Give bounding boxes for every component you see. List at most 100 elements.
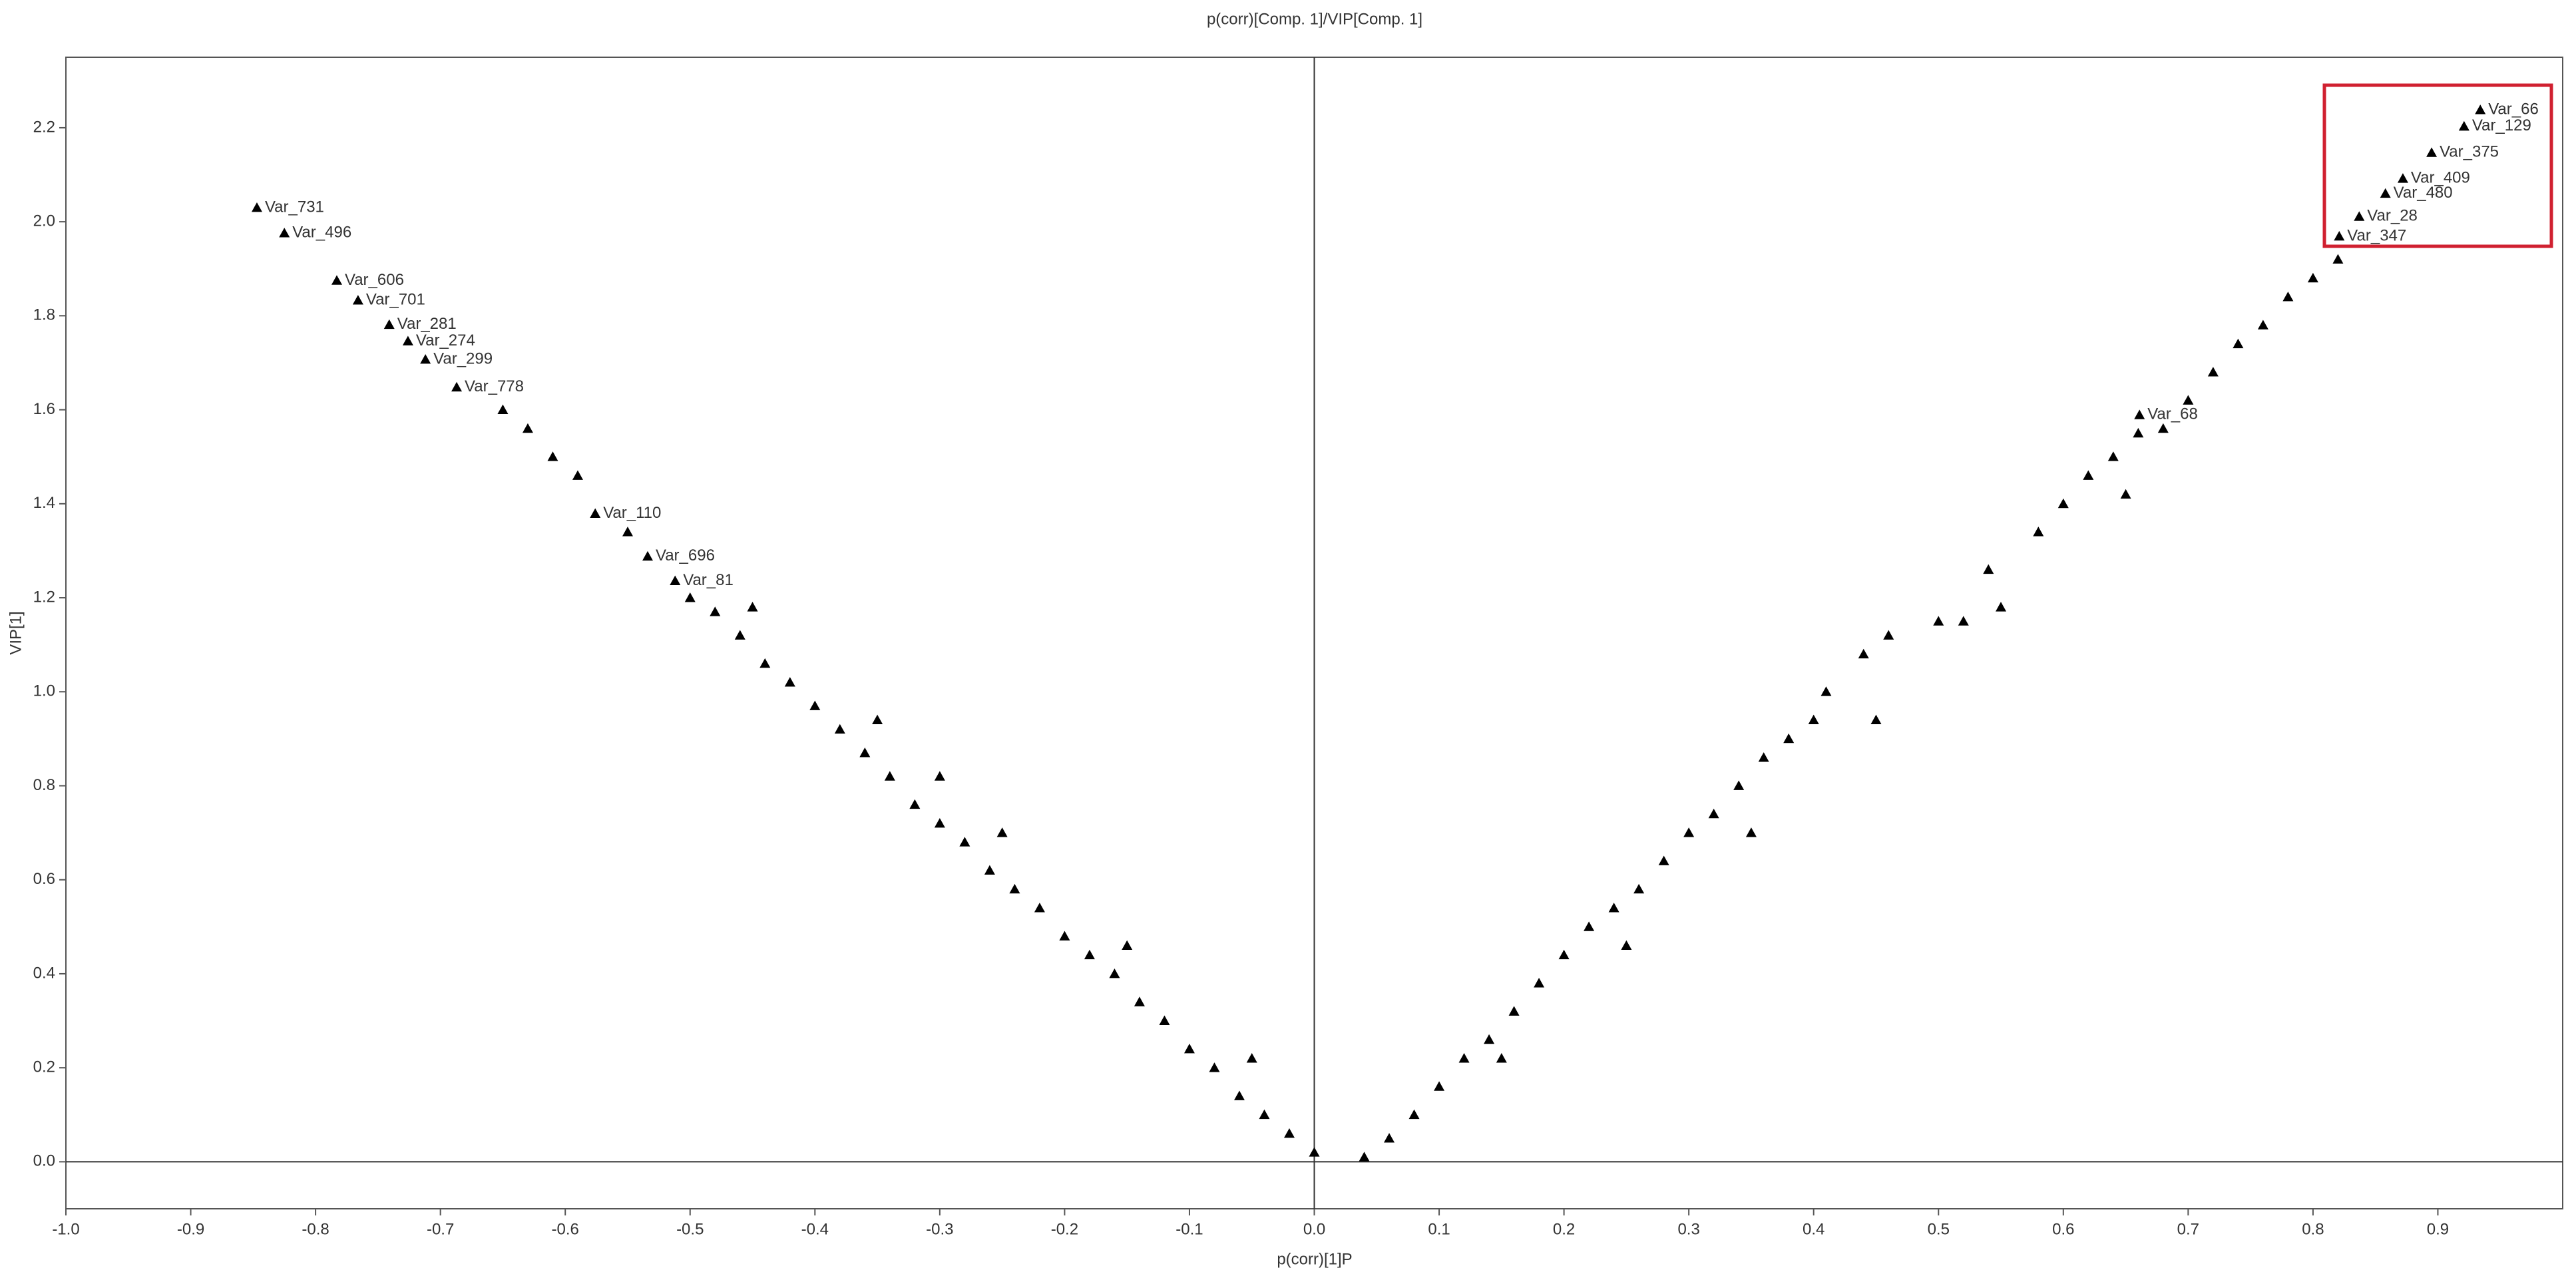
point	[1733, 780, 1745, 790]
point	[2033, 527, 2044, 536]
y-tick-label: 0.4	[33, 964, 55, 982]
point	[859, 747, 871, 757]
point	[809, 700, 821, 710]
x-tick-label: 0.0	[1303, 1220, 1325, 1238]
point	[1209, 1062, 1220, 1072]
point	[734, 630, 746, 640]
point	[572, 470, 583, 480]
point	[834, 724, 845, 734]
point	[622, 527, 633, 536]
point	[1621, 940, 1632, 950]
point-label: Var_375	[2440, 143, 2499, 161]
point-label: Var_81	[683, 571, 734, 589]
point	[2397, 173, 2408, 183]
x-tick-label: -0.2	[1051, 1220, 1078, 1238]
point-label: Var_28	[2367, 207, 2418, 225]
point-label: Var_606	[345, 271, 404, 289]
point	[2083, 470, 2094, 480]
point	[1384, 1133, 1395, 1143]
x-tick-label: -0.7	[427, 1220, 454, 1238]
point-label: Var_347	[2347, 226, 2406, 244]
point	[2458, 120, 2469, 131]
point	[1484, 1034, 1495, 1044]
y-tick-label: 0.8	[33, 776, 55, 794]
point	[710, 606, 721, 616]
point	[784, 677, 795, 687]
point-label: Var_701	[366, 290, 425, 308]
point-label: Var_409	[2411, 169, 2470, 187]
point	[331, 275, 342, 285]
point-label: Var_696	[656, 546, 715, 564]
point	[1309, 1147, 1320, 1157]
point	[1758, 752, 1769, 762]
point	[909, 799, 921, 809]
point	[1870, 714, 1882, 725]
point	[1608, 903, 1619, 913]
x-tick-label: -0.9	[177, 1220, 204, 1238]
y-tick-label: 1.2	[33, 588, 55, 606]
x-tick-label: -0.6	[552, 1220, 579, 1238]
point	[1408, 1109, 1420, 1120]
point-label: Var_129	[2472, 116, 2531, 134]
point	[547, 451, 558, 461]
point	[2307, 272, 2318, 283]
y-tick-label: 2.0	[33, 212, 55, 230]
x-tick-label: 0.7	[2177, 1220, 2199, 1238]
x-tick-label: -0.3	[926, 1220, 953, 1238]
x-tick-label: 0.6	[2052, 1220, 2074, 1238]
point	[1633, 883, 1645, 894]
y-tick-label: 0.2	[33, 1058, 55, 1076]
point	[352, 295, 363, 305]
point	[1084, 949, 1095, 960]
point	[2134, 409, 2145, 419]
point	[2282, 292, 2294, 302]
point	[1558, 949, 1570, 960]
x-tick-label: -0.8	[302, 1220, 329, 1238]
y-tick-label: 1.8	[33, 306, 55, 324]
point	[2233, 338, 2244, 349]
point	[1283, 1128, 1295, 1138]
point	[1821, 686, 1832, 696]
point	[959, 837, 970, 847]
x-tick-label: 0.5	[1928, 1220, 1950, 1238]
point	[1434, 1081, 1445, 1091]
point	[670, 575, 681, 586]
point	[1259, 1109, 1270, 1120]
point	[2133, 427, 2144, 438]
y-tick-label: 0.6	[33, 870, 55, 888]
point	[1359, 1152, 1370, 1162]
x-tick-label: 0.2	[1553, 1220, 1575, 1238]
point	[934, 771, 945, 781]
point-label: Var_778	[465, 377, 524, 395]
point	[2183, 395, 2194, 405]
x-tick-label: 0.9	[2427, 1220, 2449, 1238]
point	[1996, 602, 2007, 612]
point	[1059, 931, 1070, 941]
point	[2354, 211, 2365, 221]
point	[1745, 827, 1757, 837]
chart-title: p(corr)[Comp. 1]/VIP[Comp. 1]	[1207, 10, 1422, 28]
point	[1658, 855, 1669, 865]
point	[1134, 996, 1145, 1006]
point	[2057, 498, 2069, 509]
point	[451, 381, 463, 392]
point	[2157, 423, 2169, 433]
point	[1708, 808, 1719, 819]
point	[1958, 616, 1969, 626]
point	[1109, 968, 1120, 978]
point	[759, 658, 771, 668]
point	[2475, 105, 2486, 114]
point	[2257, 320, 2268, 329]
x-tick-label: -0.5	[676, 1220, 704, 1238]
point	[2107, 451, 2119, 461]
point	[747, 602, 758, 612]
point	[2334, 231, 2345, 241]
point	[2120, 489, 2131, 499]
point	[522, 423, 533, 433]
point	[984, 865, 995, 875]
point	[1508, 1006, 1520, 1016]
y-tick-label: 2.2	[33, 118, 55, 136]
point	[1883, 630, 1894, 640]
point	[1933, 616, 1944, 626]
